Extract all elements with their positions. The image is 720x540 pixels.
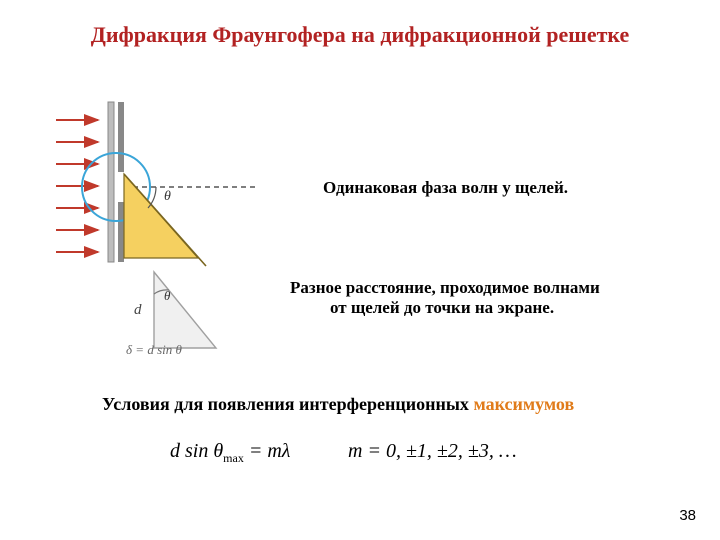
- formula-m-values: m = 0, ±1, ±2, ±3, …: [348, 440, 517, 463]
- condition-prefix: Условия для появления интерференционных: [102, 394, 473, 414]
- condition-text: Условия для появления интерференционных …: [102, 394, 574, 415]
- condition-maxima: максимумов: [473, 394, 574, 414]
- theta-label: θ: [164, 189, 171, 204]
- physics-diagram-svg: θ θ d δ = d sin θ: [56, 96, 286, 356]
- delta-formula: δ = d sin θ: [126, 342, 182, 356]
- caption-distance-line2: от щелей до точки на экране.: [330, 298, 554, 318]
- grating: [108, 102, 124, 262]
- geometry-triangle: [154, 272, 216, 348]
- caption-distance-line1: Разное расстояние, проходимое волнами: [290, 278, 600, 298]
- slide-number: 38: [679, 507, 696, 524]
- slide-title: Дифракция Фраунгофера на дифракционной р…: [0, 22, 720, 48]
- formula-lhs: d sin θ: [170, 440, 223, 462]
- formula-rhs: = mλ: [244, 440, 291, 462]
- diagram: θ θ d δ = d sin θ: [56, 96, 286, 356]
- d-label: d: [134, 302, 142, 318]
- theta-label-2: θ: [164, 288, 171, 303]
- caption-phase: Одинаковая фаза волн у щелей.: [323, 178, 568, 198]
- formula-main: d sin θmax = mλ: [170, 440, 290, 466]
- formula-subscript: max: [223, 451, 244, 465]
- incoming-wave-arrows: [56, 120, 98, 252]
